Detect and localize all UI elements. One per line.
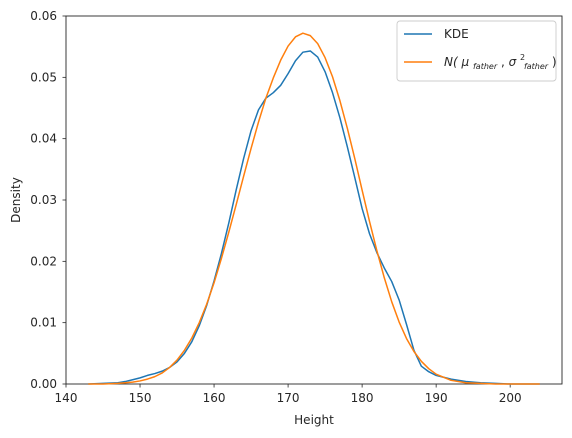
legend-normal-mu: μ (461, 55, 470, 69)
x-tick-label: 170 (277, 391, 300, 405)
legend-normal-close: ) (552, 55, 557, 69)
y-tick-label: 0.00 (30, 377, 57, 391)
x-tick-label: 200 (499, 391, 522, 405)
legend-normal-sigma-sub: father (524, 62, 549, 71)
x-axis-ticks: 140 150 160 170 180 190 200 (55, 384, 522, 405)
series-lines (88, 32, 540, 385)
y-tick-label: 0.04 (30, 132, 57, 146)
legend-box (396, 20, 557, 82)
legend-normal-sigma-sup: 2 (520, 53, 525, 62)
x-axis-label: Height (294, 413, 334, 427)
y-tick-label: 0.02 (30, 254, 57, 268)
kde-series-line (88, 50, 540, 385)
legend-normal-label: N( μ father , σ 2 father ) (444, 49, 557, 72)
legend: KDE N( μ father , σ 2 father ) (396, 20, 557, 82)
y-axis-ticks: 0.00 0.01 0.02 0.03 0.04 0.05 0.06 (30, 9, 66, 391)
y-tick-label: 0.05 (30, 70, 57, 84)
x-tick-label: 160 (203, 391, 226, 405)
y-axis-label: Density (9, 177, 23, 223)
y-tick-label: 0.01 (30, 316, 57, 330)
legend-normal-n: N( (444, 55, 459, 69)
legend-normal-sep: , (501, 55, 509, 69)
normal-series-line (88, 32, 540, 385)
x-tick-label: 150 (129, 391, 152, 405)
y-tick-label: 0.03 (30, 193, 57, 207)
legend-normal-sigma: σ (509, 55, 517, 69)
y-tick-label: 0.06 (30, 9, 57, 23)
x-tick-label: 190 (425, 391, 448, 405)
x-tick-label: 140 (55, 391, 78, 405)
legend-kde-label: KDE (444, 27, 469, 41)
x-tick-label: 180 (351, 391, 374, 405)
legend-normal-mu-sub: father (473, 62, 498, 71)
